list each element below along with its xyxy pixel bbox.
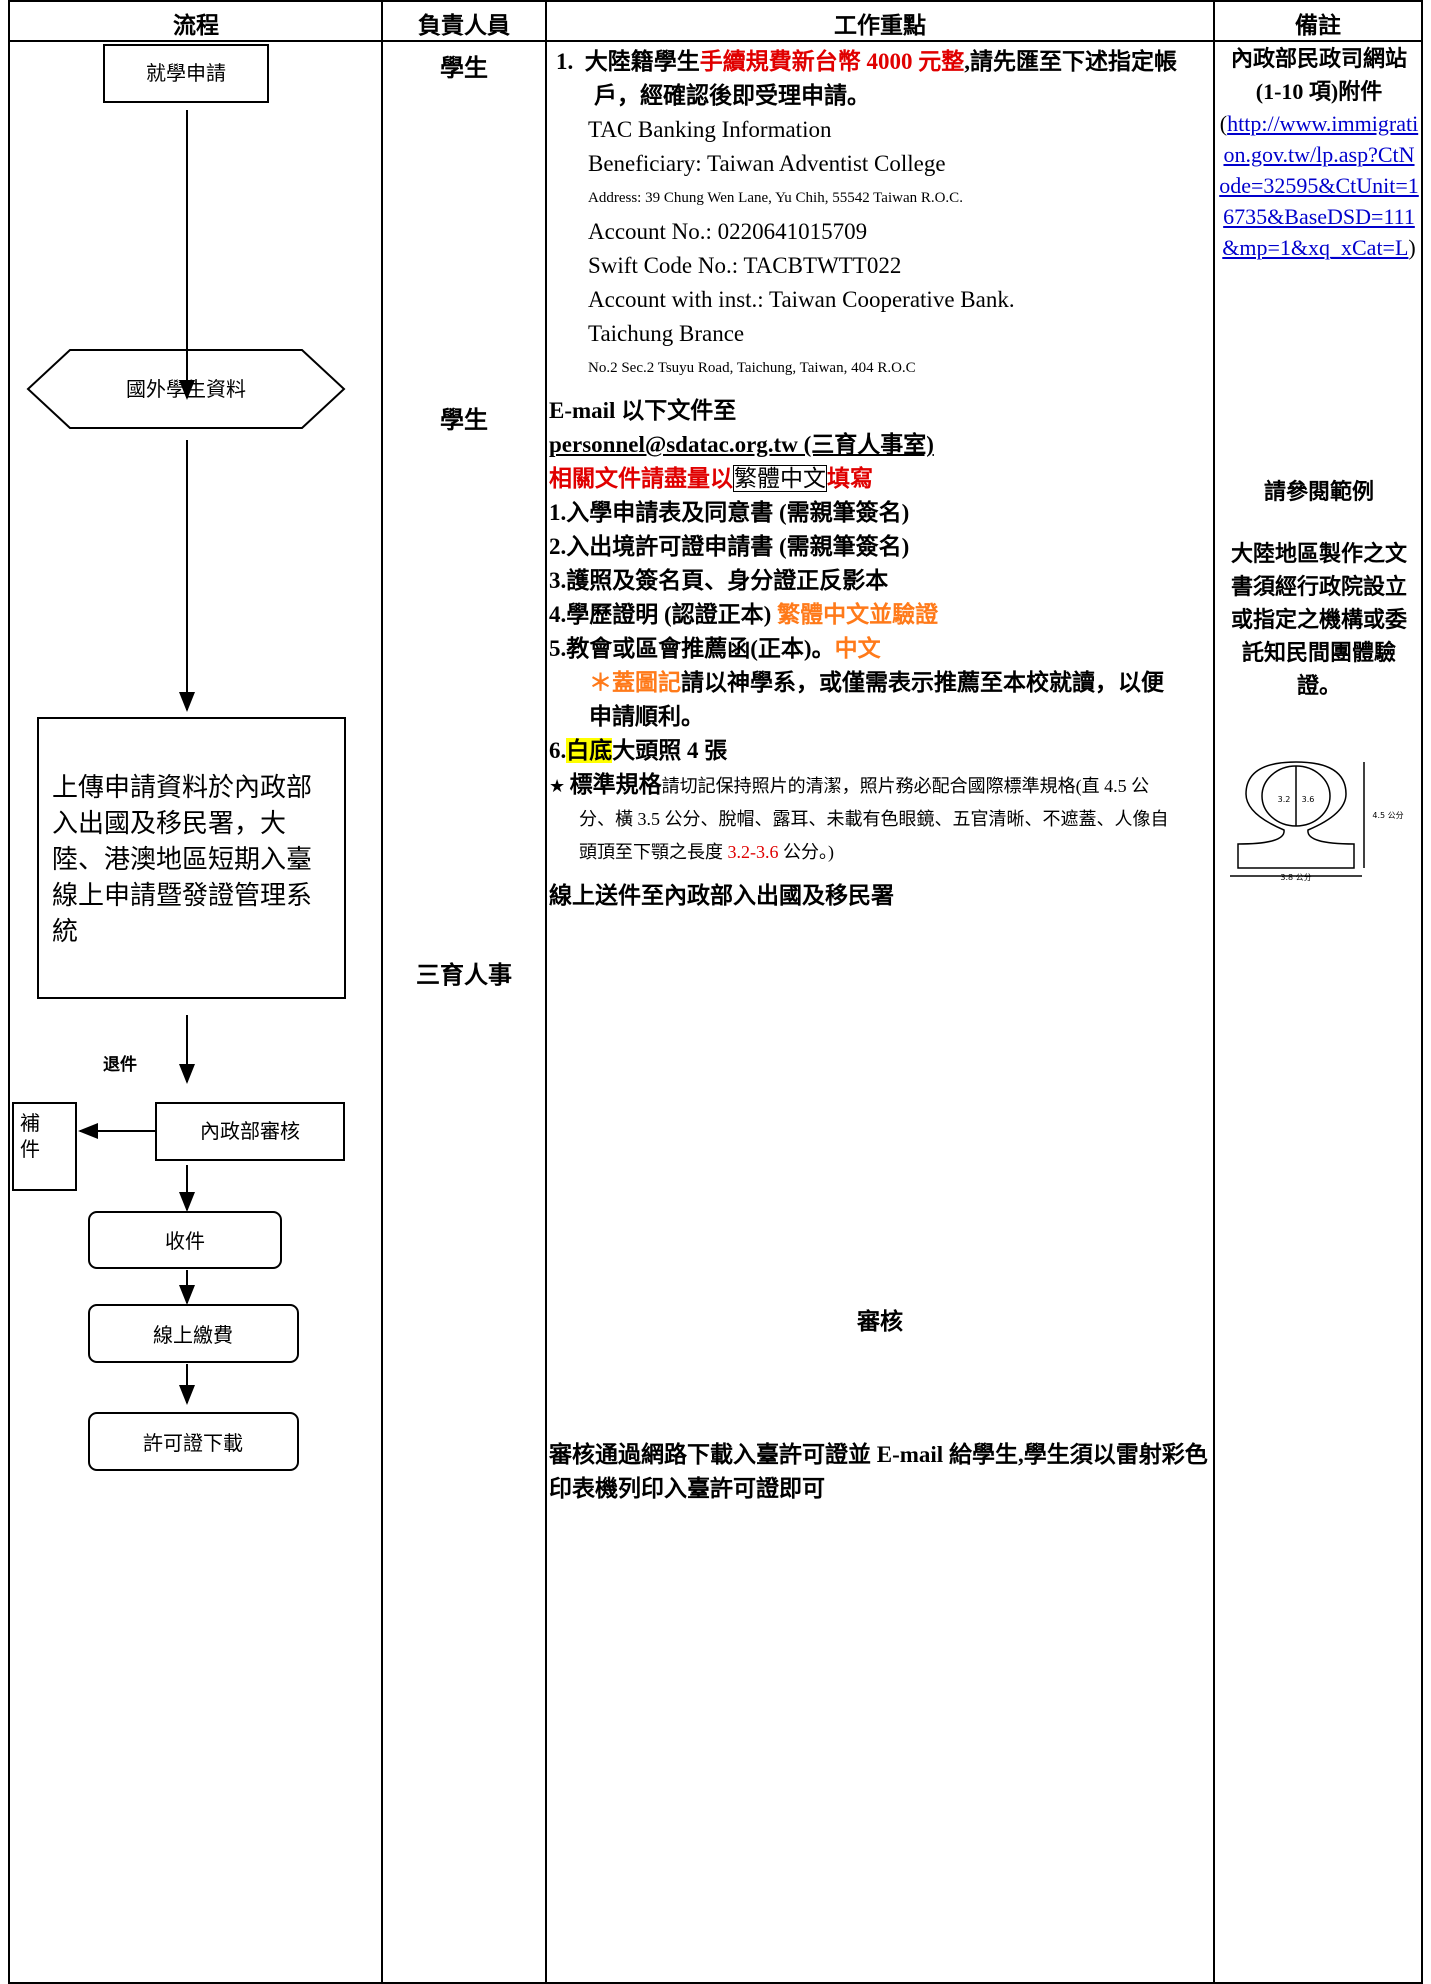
text: 1.入學申請表及同意書 (需親筆簽名) [549,500,910,525]
text: 大頭照 4 張 [612,738,728,763]
text: Account with inst.: Taiwan Cooperative B… [588,287,1015,312]
header-rule [8,40,1423,42]
flow-box [88,1211,282,1269]
text: 繁體中文 [733,465,827,492]
text: 3.2-3.6 [727,842,779,862]
text: 繁體中文並驗證 [777,602,939,627]
role: 學生 [440,408,488,434]
diagram-label: 3.8 公分 [1280,873,1311,882]
header-cell: 工作重點 [834,13,926,38]
column-rule [545,0,547,1984]
text: Swift Code No.: TACBTWTT022 [588,253,902,278]
text: 請切記保持照片的清潔，照片務必配合國際標準規格(直 4.5 公分、橫 3.5 公… [579,776,1169,862]
flow-label: 收件 [165,1229,205,1253]
text: 3.護照及簽名頁、身分證正反影本 [549,568,889,593]
flow-label: 退件 [103,1054,137,1075]
flow-label: 內政部審核 [200,1119,300,1143]
flow-label: 許可證下載 [143,1431,243,1455]
text: ) [1408,235,1416,260]
flow-box [37,717,346,999]
text: 請參閱範例 [1263,479,1374,504]
bank-info: TAC Banking Information Beneficiary: Tai… [588,113,1240,385]
flow-label: 線上繳費 [153,1323,233,1347]
flow-label: 上傳申請資料於內政部入出國及移民署，大陸、港澳地區短期入臺線上申請暨發證管理系統 [52,773,313,947]
text: 審核 [857,1309,903,1334]
column-rule [1213,0,1215,1984]
flowchart: 就學申請 國外學生資料 退件 內政部審核 收件 線上繳費 許可證下載 [12,44,346,1471]
text: 2.入出境許可證申請書 (需親筆簽名) [549,534,910,559]
text: 大陸地區製作之文書須經行政院設立或指定之機構或委託知民間團體驗證。 [1230,541,1407,698]
border [8,1982,1423,1984]
text: 內政部民政司網站(1-10 項)附件 [1230,46,1407,104]
text: 中文 [834,636,881,661]
text: E-mail 以下文件至 [549,398,737,423]
fee-paragraph: 1. 大陸籍學生手續規費新台幣 4000 元整,請先匯至下述指定帳戶，經確認後即… [556,45,1208,113]
text: TAC Banking Information [588,117,832,142]
flow-box [12,1102,77,1191]
text: 公分。) [778,842,834,862]
border [8,0,1423,2]
header-cell: 流程 [173,13,219,38]
text: 相關文件請盡量以 [549,466,733,491]
text: 5.教會或區會推薦函(正本)。 [549,636,835,661]
link[interactable]: http://www.immigration.gov.tw/lp.asp?CtN… [1219,111,1419,260]
text: Account No.: 0220641015709 [588,219,868,244]
flow-box [88,1412,299,1471]
text: ,請先匯至下述指定帳戶，經確認後即受理申請。 [594,49,1177,108]
text: 標準規格 [569,772,662,797]
documents-section: E-mail 以下文件至 personnel@sdatac.org.tw (三育… [549,394,1209,913]
text: 線上送件至內政部入出國及移民署 [549,883,894,908]
text: ( [1219,111,1228,136]
text: Beneficiary: Taiwan Adventist College [588,151,946,176]
language-note: 相關文件請盡量以繁體中文填寫 [549,462,1209,496]
border [1421,0,1423,1984]
flow-box [103,44,269,103]
role: 三育人事 [416,963,512,989]
border [8,0,10,1984]
text: 填寫 [827,466,873,491]
text: 手續規費新台幣 4000 元整 [699,49,965,74]
email: personnel@sdatac.org.tw (三育人事室) [549,432,934,457]
text: 大陸籍學生 [584,49,700,74]
diagram-label: 3.2 [1278,795,1291,804]
photo-diagram: 3.2 3.6 4.5 公分 3.8 公分 [1230,761,1404,882]
text: 4.學歷證明 (認證正本) [549,602,778,627]
remarks-source: 內政部民政司網站(1-10 項)附件 (http://www.immigrati… [1218,42,1420,263]
role: 學生 [440,56,488,82]
text: Taichung Brance [588,321,745,346]
text: 1. [556,49,574,74]
text: Address: 39 Chung Wen Lane, Yu Chih, 555… [588,190,963,206]
text: ＊蓋圖記 [589,670,681,695]
text: 6. [549,738,567,763]
flow-label: 補件 [20,1111,40,1161]
flow-hexagon [26,349,346,429]
column-rule [381,0,383,1984]
text: 請以神學系，或僅需表示推薦至本校就讀，以便申請順利。 [589,670,1164,729]
flow-label: 國外學生資料 [126,377,246,401]
text: 白底 [566,738,613,763]
header-cell: 負責人員 [418,13,510,38]
flow-box [88,1304,299,1363]
text: No.2 Sec.2 Tsuyu Road, Taichung, Taiwan,… [588,360,916,376]
text: 審核通過網路下載入臺許可證並 E-mail 給學生,學生須以雷射彩色印表機列印入… [549,1442,1208,1501]
text: ★ [549,776,566,796]
diagram-label: 4.5 公分 [1372,811,1403,820]
flow-label: 就學申請 [146,61,226,85]
diagram-label: 3.6 [1302,795,1315,804]
header-cell: 備註 [1295,13,1341,38]
